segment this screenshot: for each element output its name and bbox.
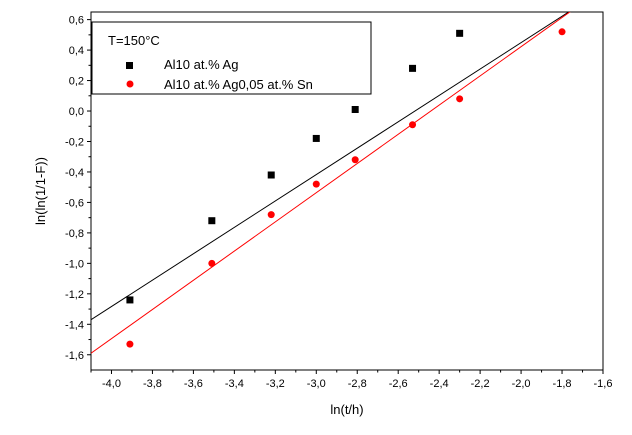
x-axis-title: ln(t/h) [330, 402, 363, 417]
data-markers [126, 28, 566, 348]
y-tick-label: -0,8 [65, 228, 84, 240]
legend-marker-square [126, 62, 133, 69]
data-point-series-1 [208, 217, 216, 225]
x-tick-label: -2,0 [512, 378, 531, 390]
data-point-series-1 [312, 134, 320, 142]
fit-lines [91, 12, 571, 354]
plot-frame [90, 11, 604, 371]
x-tick-label: -3,2 [266, 378, 285, 390]
y-tick-label: 0,0 [69, 106, 84, 118]
x-tick-label: -3,6 [184, 378, 203, 390]
y-axis-title: ln(ln(1/1-F)) [33, 157, 48, 225]
data-point-series-2 [351, 156, 359, 164]
y-tick-label: -1,0 [65, 258, 84, 270]
y-tick-label: -0,2 [65, 136, 84, 148]
legend-label-series-2: Al10 at.% Ag0,05 at.% Sn [164, 77, 313, 92]
x-tick-label: -2,8 [348, 378, 367, 390]
data-point-series-2 [208, 259, 216, 267]
legend-label-series-1: Al10 at.% Ag [164, 57, 238, 72]
x-tick-label: -3,8 [143, 378, 162, 390]
x-tick-label: -1,8 [553, 378, 572, 390]
data-point-series-2 [126, 340, 134, 348]
y-tick-label: -1,6 [65, 350, 84, 362]
data-point-series-1 [267, 171, 275, 179]
y-tick-label: 0,2 [69, 76, 84, 88]
y-tick-label: -0,6 [65, 197, 84, 209]
axis-ticks: -4,0 -3,8 -3,6 -3,4 -3,2 -3,0 -2,8 -2,6 -2,4 -2,2… [65, 15, 612, 390]
x-tick-label: -1,6 [594, 378, 613, 390]
data-point-series-2 [267, 211, 275, 219]
legend-annotation: T=150°C [108, 33, 160, 48]
data-point-series-1 [409, 64, 417, 72]
fit-line-series-2 [91, 12, 571, 354]
x-tick-label: -4,0 [102, 378, 121, 390]
data-point-series-1 [351, 105, 359, 113]
y-tick-label: -1,4 [65, 319, 84, 331]
x-tick-label: -2,2 [471, 378, 490, 390]
data-point-series-2 [456, 95, 464, 103]
data-point-series-1 [456, 29, 464, 37]
y-tick-label: -0,4 [65, 167, 84, 179]
x-tick-label: -2,6 [389, 378, 408, 390]
data-point-series-1 [126, 296, 134, 304]
y-tick-label: 0,4 [69, 45, 84, 57]
legend-marker-circle [126, 80, 134, 88]
y-tick-label: 0,6 [69, 15, 84, 27]
fit-line-series-1 [91, 12, 570, 321]
legend: T=150°C Al10 at.% Ag Al10 at.% Ag0,05 at… [91, 21, 372, 95]
legend-box [91, 21, 372, 95]
y-tick-label: -1,2 [65, 289, 84, 301]
data-point-series-2 [312, 180, 320, 188]
data-point-series-2 [558, 28, 566, 36]
x-tick-label: -3,0 [307, 378, 326, 390]
data-point-series-2 [409, 121, 417, 129]
x-tick-label: -2,4 [430, 378, 449, 390]
x-tick-label: -3,4 [225, 378, 244, 390]
